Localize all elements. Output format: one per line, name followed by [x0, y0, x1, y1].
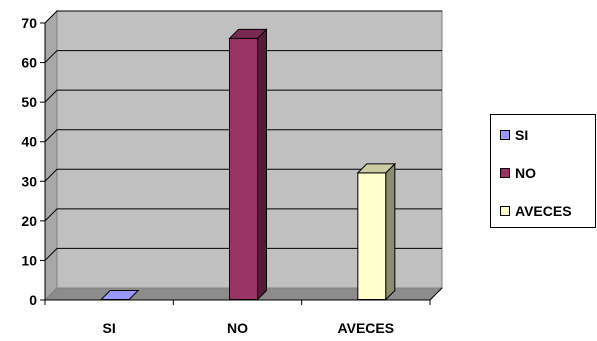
gridline: [44, 168, 442, 182]
gridline: [44, 10, 442, 24]
y-tick-label: 20: [21, 213, 37, 229]
y-tick-label: 40: [21, 134, 37, 150]
x-tick-label: NO: [227, 320, 248, 336]
legend-label-no: NO: [515, 165, 536, 181]
gridline: [44, 89, 442, 103]
x-tick-label: AVECES: [338, 320, 395, 336]
bar-no-top: [228, 28, 268, 39]
bar-aveces-side: [385, 162, 396, 301]
x-tick-label: SI: [103, 320, 116, 336]
legend-swatch-no: [500, 168, 510, 178]
x-axis-labels: SI NO AVECES: [103, 320, 395, 336]
legend-item-no: NO: [500, 163, 536, 183]
legend: SI NO AVECES: [490, 114, 596, 228]
legend-swatch-aveces: [500, 206, 510, 216]
x-axis-depth-line: [429, 287, 443, 301]
y-tick-label: 0: [29, 292, 37, 308]
gridline: [44, 50, 442, 63]
gridline: [44, 247, 442, 261]
bar-si-top: [99, 290, 140, 300]
bars: [99, 28, 397, 301]
legend-label-aveces: AVECES: [515, 203, 572, 219]
plot-side-wall: [44, 9, 58, 302]
y-tick-label: 70: [21, 15, 37, 31]
legend-label-si: SI: [515, 127, 529, 143]
gridline: [44, 129, 442, 143]
y-tick-label: 10: [21, 252, 37, 268]
y-tick-label: 30: [21, 173, 37, 189]
y-tick-label: 60: [21, 55, 37, 71]
legend-swatch-si: [500, 130, 510, 140]
legend-item-aveces: AVECES: [500, 201, 572, 221]
legend-item-si: SI: [500, 125, 528, 145]
gridlines: [44, 10, 442, 261]
bar-aveces-front: [357, 172, 387, 300]
bar-no-side: [257, 28, 267, 301]
gridline: [44, 208, 442, 222]
bar-no-front: [229, 37, 258, 300]
y-tick-label: 50: [21, 94, 37, 110]
bar-aveces-top: [356, 163, 397, 174]
y-axis-ticks: 0 10 20 30 40 50 60 70: [21, 15, 37, 308]
